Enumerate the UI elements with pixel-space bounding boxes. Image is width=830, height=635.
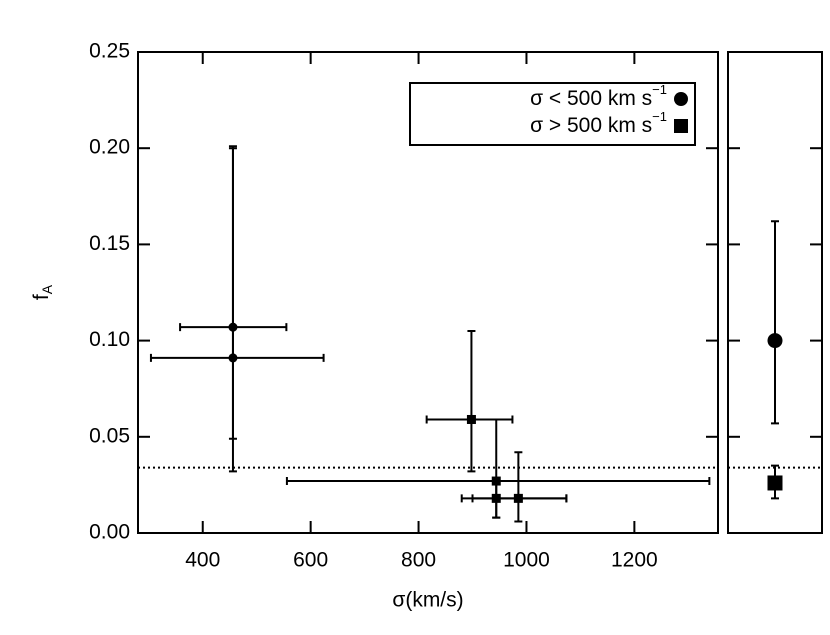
y-tick-label: 0.20 bbox=[89, 136, 130, 159]
legend-label-sup: −1 bbox=[652, 82, 667, 97]
x-tick-label: 800 bbox=[401, 549, 436, 572]
legend-label-sup: −1 bbox=[652, 109, 667, 124]
y-tick-label: 0.00 bbox=[89, 521, 130, 544]
legend-label-main: σ < 500 km s bbox=[530, 87, 652, 110]
y-tick-label: 0.15 bbox=[89, 232, 130, 255]
legend-box bbox=[409, 82, 696, 146]
y-tick-label: 0.25 bbox=[89, 40, 130, 63]
plot-frame bbox=[137, 51, 719, 534]
y-error-bar bbox=[467, 329, 476, 473]
y-error-bar bbox=[771, 220, 779, 425]
point bbox=[767, 475, 783, 491]
x-axis-label: σ(km/s) bbox=[392, 589, 463, 612]
point bbox=[228, 353, 238, 363]
y-tick-label: 0.05 bbox=[89, 424, 130, 447]
legend-label: σ > 500 km s−1 bbox=[530, 109, 667, 136]
point bbox=[513, 493, 523, 503]
y-axis-label-sub: A bbox=[39, 284, 55, 294]
x-tick-label: 1000 bbox=[503, 549, 550, 572]
legend-label-main: σ > 500 km s bbox=[530, 114, 652, 137]
y-error-bar bbox=[228, 147, 237, 473]
y-tick-label: 0.10 bbox=[89, 328, 130, 351]
point bbox=[466, 414, 476, 424]
legend-label: σ < 500 km s−1 bbox=[530, 82, 667, 109]
x-tick-label: 1200 bbox=[611, 549, 658, 572]
point bbox=[767, 333, 783, 349]
y-error-bar bbox=[514, 451, 523, 523]
legend-marker bbox=[674, 119, 688, 133]
y-axis-label: fA bbox=[30, 284, 55, 300]
x-tick-label: 600 bbox=[293, 549, 328, 572]
x-tick-label: 400 bbox=[185, 549, 220, 572]
plot-frame bbox=[727, 51, 823, 534]
legend-marker bbox=[674, 92, 688, 106]
y-axis-label-main: f bbox=[30, 294, 53, 300]
